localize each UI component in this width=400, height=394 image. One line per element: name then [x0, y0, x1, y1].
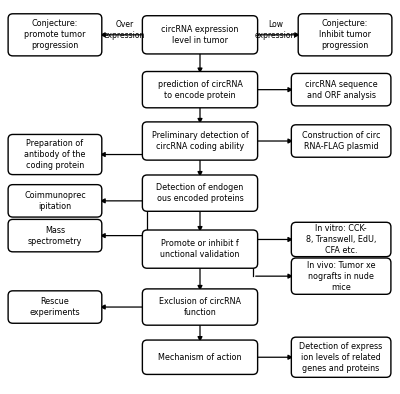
Text: Preliminary detection of
circRNA coding ability: Preliminary detection of circRNA coding …: [152, 131, 248, 151]
Text: In vitro: CCK-
8, Transwell, EdU,
CFA etc.: In vitro: CCK- 8, Transwell, EdU, CFA et…: [306, 224, 376, 255]
Text: In vivo: Tumor xe
nografts in nude
mice: In vivo: Tumor xe nografts in nude mice: [307, 260, 375, 292]
Text: Detection of endogen
ous encoded proteins: Detection of endogen ous encoded protein…: [156, 183, 244, 203]
Text: Promote or inhibit f
unctional validation: Promote or inhibit f unctional validatio…: [160, 239, 240, 259]
FancyBboxPatch shape: [8, 134, 102, 175]
FancyBboxPatch shape: [291, 222, 391, 256]
FancyBboxPatch shape: [291, 258, 391, 294]
FancyBboxPatch shape: [8, 291, 102, 323]
Text: Over
expression: Over expression: [104, 20, 145, 40]
FancyBboxPatch shape: [291, 125, 391, 157]
Text: Conjecture:
Inhibit tumor
progression: Conjecture: Inhibit tumor progression: [319, 19, 371, 50]
Text: Conjecture:
promote tumor
progression: Conjecture: promote tumor progression: [24, 19, 86, 50]
FancyBboxPatch shape: [8, 219, 102, 252]
FancyBboxPatch shape: [142, 340, 258, 374]
FancyBboxPatch shape: [142, 72, 258, 108]
FancyBboxPatch shape: [8, 14, 102, 56]
Text: circRNA expression
level in tumor: circRNA expression level in tumor: [161, 25, 239, 45]
FancyBboxPatch shape: [142, 230, 258, 268]
Text: Detection of express
ion levels of related
genes and proteins: Detection of express ion levels of relat…: [300, 342, 383, 373]
FancyBboxPatch shape: [142, 122, 258, 160]
Text: Exclusion of circRNA
function: Exclusion of circRNA function: [159, 297, 241, 317]
Text: Mass
spectrometry: Mass spectrometry: [28, 225, 82, 246]
Text: Rescue
experiments: Rescue experiments: [30, 297, 80, 317]
Text: Construction of circ
RNA-FLAG plasmid: Construction of circ RNA-FLAG plasmid: [302, 131, 380, 151]
Text: prediction of circRNA
to encode protein: prediction of circRNA to encode protein: [158, 80, 242, 100]
Text: Low
expression: Low expression: [255, 20, 296, 40]
FancyBboxPatch shape: [142, 289, 258, 325]
FancyBboxPatch shape: [291, 337, 391, 377]
FancyBboxPatch shape: [298, 14, 392, 56]
FancyBboxPatch shape: [291, 73, 391, 106]
Text: circRNA sequence
and ORF analysis: circRNA sequence and ORF analysis: [305, 80, 378, 100]
FancyBboxPatch shape: [142, 175, 258, 211]
FancyBboxPatch shape: [8, 185, 102, 217]
Text: Mechanism of action: Mechanism of action: [158, 353, 242, 362]
Text: Preparation of
antibody of the
coding protein: Preparation of antibody of the coding pr…: [24, 139, 86, 170]
FancyBboxPatch shape: [142, 16, 258, 54]
Text: Coimmunoprec
ipitation: Coimmunoprec ipitation: [24, 191, 86, 211]
